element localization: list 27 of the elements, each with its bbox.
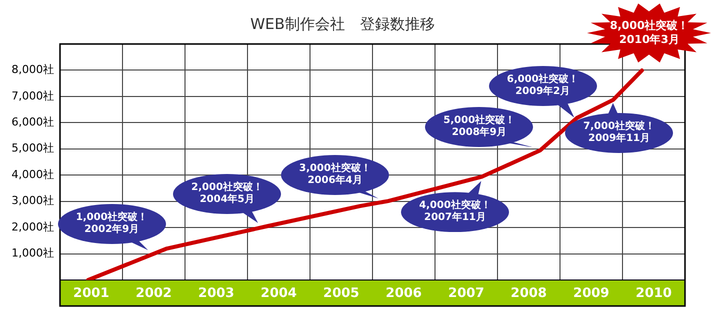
annotation: 5,000社突破！ 2008年9月 xyxy=(443,114,516,139)
annotation: 4,000社突破！ 2007年11月 xyxy=(419,200,491,224)
annotation: 7,000社突破！ 2009年11月 xyxy=(583,121,655,146)
annotation: 1,000社突破！ 2002年9月 xyxy=(76,212,148,236)
x-tick-label: 2001 xyxy=(73,286,110,302)
y-tick-label: 2,000社 xyxy=(12,220,54,234)
y-tick-label: 8,000社 xyxy=(12,63,54,76)
y-tick-label: 3,000社 xyxy=(12,194,54,208)
annotation: 2,000社突破！ 2004年5月 xyxy=(191,182,263,206)
y-tick-label: 1,000社 xyxy=(12,246,54,260)
annotation: 8,000社突破！ 2010年3月 xyxy=(610,19,689,48)
y-tick-label: 6,000社 xyxy=(12,116,54,129)
x-tick-label: 2010 xyxy=(636,286,672,302)
x-tick-label: 2009 xyxy=(573,286,610,302)
x-tick-label: 2002 xyxy=(136,286,172,302)
x-tick-label: 2003 xyxy=(198,286,234,302)
x-tick-label: 2004 xyxy=(260,286,297,302)
x-tick-label: 2005 xyxy=(323,286,360,302)
annotation: 6,000社突破！ 2009年2月 xyxy=(506,74,579,98)
x-tick-label: 2006 xyxy=(386,286,422,302)
y-tick-label: 4,000社 xyxy=(12,168,54,181)
chart-title: WEB制作会社 登録数推移 xyxy=(250,14,435,33)
annotation: 3,000社突破！ 2006年4月 xyxy=(299,163,371,188)
x-tick-label: 2008 xyxy=(510,286,547,302)
x-tick-label: 2007 xyxy=(448,286,484,302)
y-tick-label: 7,000社 xyxy=(12,89,54,102)
y-tick-label: 5,000社 xyxy=(12,142,54,155)
